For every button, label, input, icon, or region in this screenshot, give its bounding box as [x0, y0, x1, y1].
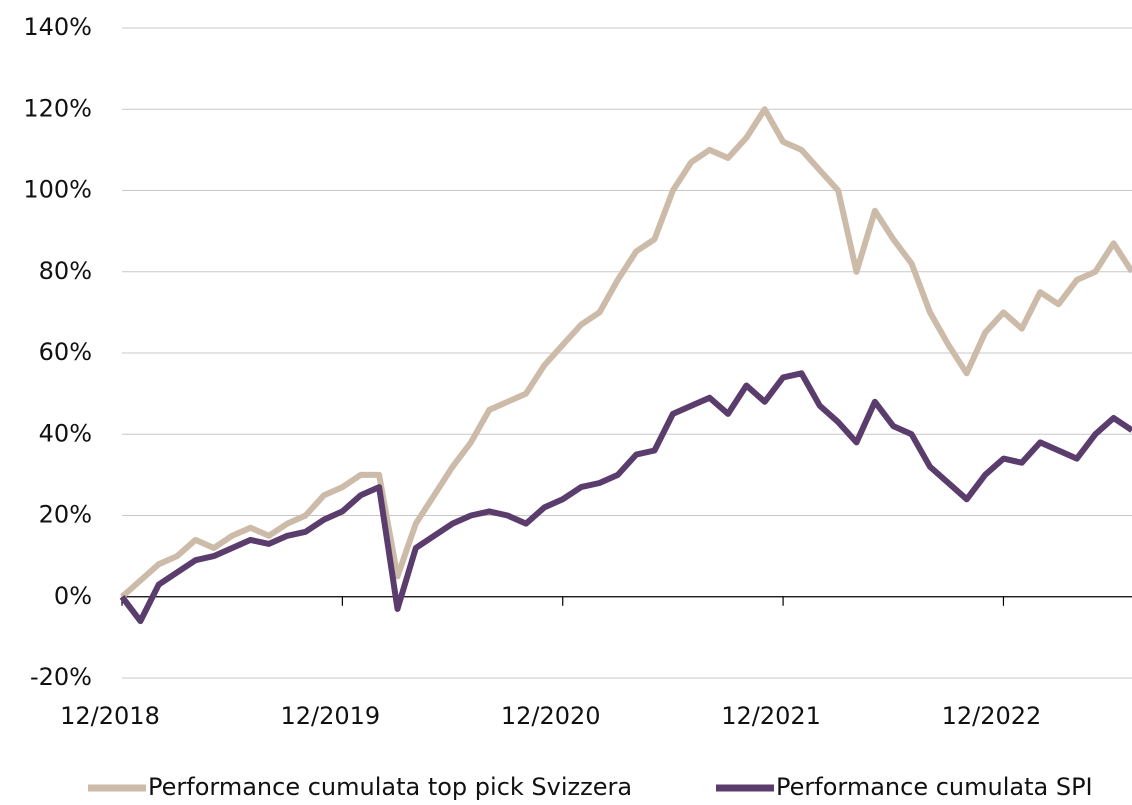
y-tick-label: 100% — [23, 176, 92, 204]
y-tick-label: 0% — [54, 582, 92, 610]
legend-label: Performance cumulata top pick Svizzera — [148, 773, 632, 801]
series-line — [119, 370, 1132, 625]
legend-label: Performance cumulata SPI — [776, 773, 1093, 801]
y-tick-label: 80% — [39, 257, 92, 285]
y-tick-label: 40% — [39, 419, 92, 447]
x-tick-label: 12/2020 — [501, 702, 601, 730]
series-line — [120, 106, 1132, 600]
y-tick-label: 60% — [39, 338, 92, 366]
y-tick-label: 20% — [39, 501, 92, 529]
x-tick-label: 12/2022 — [942, 702, 1042, 730]
x-tick-label: 12/2019 — [281, 702, 381, 730]
y-tick-label: 120% — [23, 94, 92, 122]
y-tick-label: -20% — [30, 663, 92, 691]
y-tick-label: 140% — [23, 13, 92, 41]
x-tick-label: 12/2018 — [60, 702, 160, 730]
x-tick-label: 12/2021 — [721, 702, 821, 730]
